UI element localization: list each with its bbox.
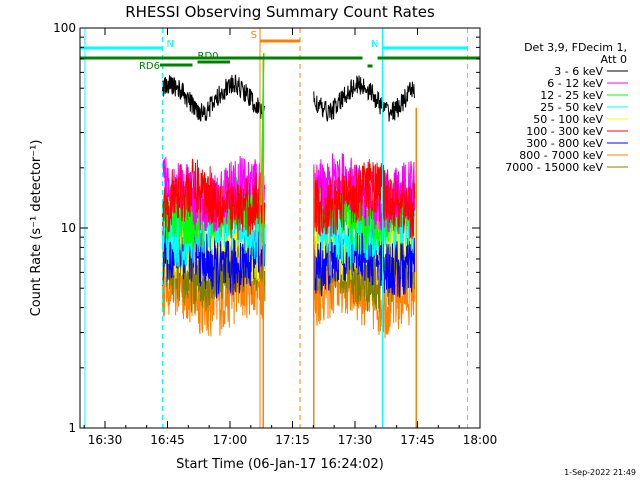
annotation-label: N <box>371 39 378 50</box>
x-tick-label: 16:45 <box>150 433 185 447</box>
x-tick-label: 17:00 <box>213 433 248 447</box>
y-tick-label: 100 <box>53 21 76 35</box>
series-100to300kev <box>162 158 416 240</box>
x-tick-label: 18:00 <box>463 433 498 447</box>
legend-entry-label: 800 - 7000 keV <box>519 149 603 162</box>
series-layer <box>162 52 417 428</box>
legend-entry-label: 3 - 6 keV <box>554 65 603 78</box>
legend-entry-label: 300 - 800 keV <box>526 137 603 150</box>
annotation-layer: NNSRD6RD0 <box>80 28 480 428</box>
legend-entry-label: 25 - 50 keV <box>540 101 603 114</box>
legend-entry-label: 6 - 12 keV <box>547 77 603 90</box>
legend-entry-label: 100 - 300 keV <box>526 125 603 138</box>
chart-title: RHESSI Observing Summary Count Rates <box>125 3 435 21</box>
annotation-label: RD6 <box>139 61 160 72</box>
legend-entry-label: 50 - 100 keV <box>533 113 603 126</box>
x-tick-label: 16:30 <box>88 433 123 447</box>
legend-header: Att 0 <box>601 53 627 66</box>
y-axis-label: Count Rate (s⁻¹ detector⁻¹) <box>29 140 44 317</box>
plot-area: NNSRD6RD0 <box>80 28 480 428</box>
footer-timestamp: 1-Sep-2022 21:49 <box>564 468 636 477</box>
series-3to6kev <box>162 74 416 122</box>
x-tick-label: 17:45 <box>400 433 435 447</box>
axis-ticks: 16:30 16:45 17:00 17:15 17:30 17:45 18:00 1 10 10… <box>53 21 497 447</box>
series-trace <box>162 158 266 240</box>
series-trace <box>162 219 266 299</box>
legend-entry-label: 7000 - 15000 keV <box>505 161 603 174</box>
legend-header: Det 3,9, FDecim 1, <box>524 41 627 54</box>
series-trace <box>313 159 416 240</box>
rise-trace <box>260 52 265 206</box>
series-trace <box>162 74 266 122</box>
annotation-label: N <box>167 39 174 50</box>
y-tick-label: 10 <box>61 221 76 235</box>
x-tick-label: 17:30 <box>338 433 373 447</box>
series-trace <box>313 75 416 122</box>
x-tick-label: 17:15 <box>275 433 310 447</box>
y-tick-label: 1 <box>68 421 76 435</box>
annotation-label: S <box>251 30 257 41</box>
legend-entry-label: 12 - 25 keV <box>540 89 603 102</box>
x-axis-label: Start Time (06-Jan-17 16:24:02) <box>176 457 384 472</box>
